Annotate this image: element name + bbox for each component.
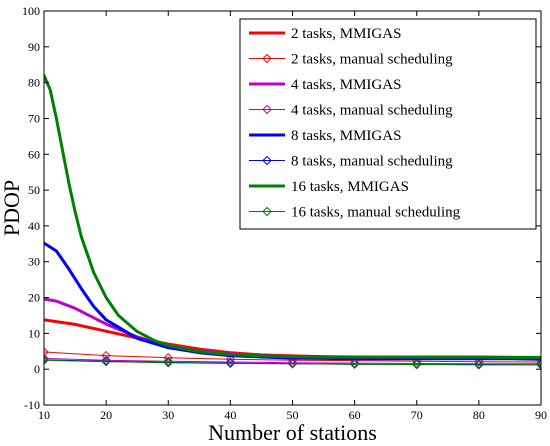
data-point-marker	[349, 358, 360, 368]
data-point-marker	[163, 358, 173, 368]
y-tick-label: 90	[28, 40, 40, 54]
legend-label: 8 tasks, MMIGAS	[291, 128, 401, 144]
data-point-marker	[225, 358, 236, 369]
legend-entry: 16 tasks, manual scheduling	[249, 205, 461, 221]
data-point-marker	[536, 357, 541, 367]
series-line-4-tasks-manual-scheduling	[44, 357, 541, 365]
legend-marker	[262, 104, 272, 115]
legend-entry: 2 tasks, MMIGAS	[249, 26, 401, 42]
y-tick-label: -10	[24, 398, 40, 412]
legend-label: 2 tasks, manual scheduling	[291, 52, 453, 68]
y-axis-label: PDOP	[0, 180, 24, 236]
data-point-marker	[163, 356, 173, 367]
legend-entry: 8 tasks, MMIGAS	[249, 128, 401, 144]
x-tick-label: 50	[287, 408, 299, 422]
data-point-marker	[44, 353, 49, 364]
data-point-marker	[412, 359, 422, 370]
legend-marker	[262, 155, 272, 166]
y-tick-label: 0	[34, 362, 40, 376]
data-point-marker	[536, 359, 541, 369]
legend: 2 tasks, MMIGAS 2 tasks, manual schedulin…	[239, 18, 537, 230]
y-tick-label: 70	[28, 111, 40, 125]
x-tick-label: 70	[411, 408, 423, 422]
data-point-marker	[536, 360, 541, 370]
legend-label: 8 tasks, manual scheduling	[291, 154, 453, 170]
legend-marker	[262, 53, 272, 64]
legend-entry: 16 tasks, MMIGAS	[249, 179, 409, 195]
x-axis-label: Number of stations	[208, 420, 377, 445]
series-line-16-tasks-mmigas	[44, 74, 541, 359]
data-point-marker	[474, 360, 484, 370]
x-tick-label: 60	[349, 408, 361, 422]
legend-entry: 4 tasks, manual scheduling	[249, 103, 453, 119]
legend-entry: 2 tasks, manual scheduling	[249, 52, 453, 68]
x-tick-label: 90	[535, 408, 547, 422]
y-tick-label: 100	[22, 4, 40, 18]
data-point-marker	[44, 347, 49, 357]
legend-label: 4 tasks, MMIGAS	[291, 77, 401, 93]
data-point-marker	[349, 359, 360, 369]
x-tick-label: 30	[162, 408, 174, 422]
legend-label: 4 tasks, manual scheduling	[291, 103, 453, 119]
y-tick-label: 60	[28, 147, 40, 161]
series-4-tasks-manual-scheduling	[44, 353, 541, 369]
y-tick-label: 30	[28, 255, 40, 269]
y-tick-label: 10	[28, 326, 40, 340]
data-point-marker	[101, 356, 111, 367]
legend-label: 16 tasks, manual scheduling	[291, 205, 461, 221]
x-tick-label: 10	[38, 408, 50, 422]
y-tick-label: 40	[28, 219, 40, 233]
legend-marker	[262, 206, 272, 217]
data-point-marker	[474, 359, 484, 369]
data-point-marker	[44, 355, 49, 365]
data-point-marker	[474, 356, 484, 367]
data-point-marker	[287, 358, 298, 368]
x-tick-label: 80	[473, 408, 485, 422]
legend-entry: 8 tasks, manual scheduling	[249, 154, 453, 170]
data-point-marker	[101, 350, 111, 361]
x-tick-label: 40	[224, 408, 236, 422]
legend-entry: 4 tasks, MMIGAS	[249, 77, 401, 93]
data-point-marker	[287, 359, 298, 369]
legend-label: 2 tasks, MMIGAS	[291, 26, 401, 42]
series-16-tasks-manual-scheduling	[44, 355, 541, 370]
x-tick-label: 20	[100, 408, 112, 422]
legend-box	[239, 18, 537, 230]
series-16-tasks-mmigas	[44, 74, 541, 359]
y-tick-label: 50	[28, 183, 40, 197]
data-point-marker	[225, 357, 236, 367]
y-tick-label: 80	[28, 76, 40, 90]
y-tick-label: 20	[28, 291, 40, 305]
axes-layer: 10 20 30 40 50 60 70 80 90 -10 0 10 20 30 40 50 60 70 80 90…	[22, 4, 547, 422]
plot-layer	[44, 74, 541, 370]
series-line-16-tasks-manual-scheduling	[44, 359, 541, 366]
data-point-marker	[412, 358, 422, 369]
data-point-marker	[101, 355, 111, 365]
legend-label: 16 tasks, MMIGAS	[291, 179, 409, 195]
